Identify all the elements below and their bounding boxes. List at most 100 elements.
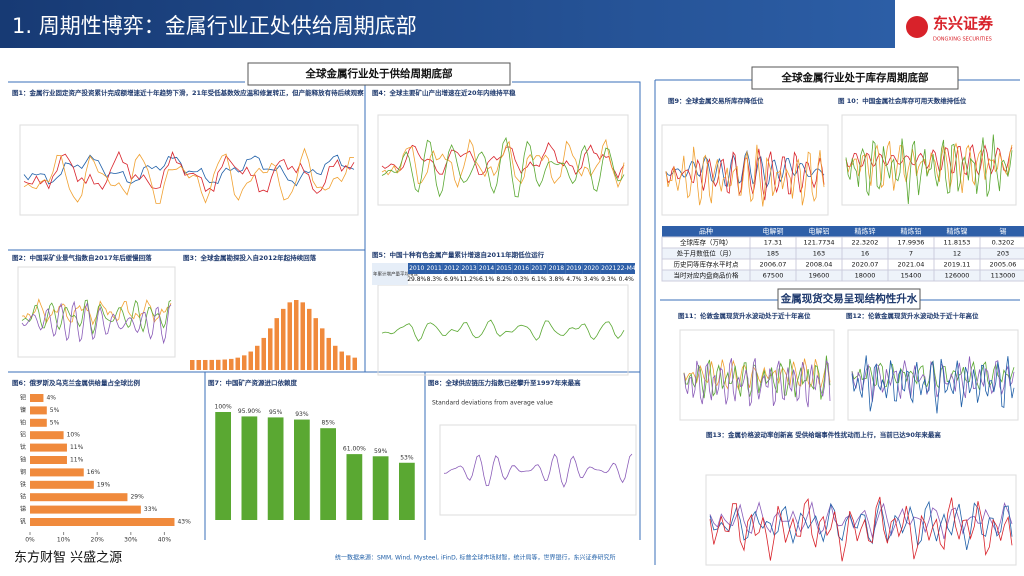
header-bar (0, 0, 895, 48)
decorative-line (709, 500, 1013, 550)
table-header-cell (980, 226, 1024, 237)
x-tick-label: 40% (158, 537, 172, 544)
decorative-line (683, 355, 831, 400)
table-header-cell (442, 263, 461, 274)
decorative-bar (229, 358, 234, 370)
figure-caption: 图7：中国矿产资源进口依赖度 (208, 378, 298, 387)
footer-slogan: 东方财智 兴盛之源 (14, 550, 122, 566)
table-header-cell (460, 263, 478, 274)
y-tick-label: 铝 (20, 431, 26, 439)
table-value: 6.1% (531, 276, 547, 283)
bar (30, 418, 47, 427)
decorative-bar (274, 318, 279, 370)
data-label: 10% (67, 432, 81, 439)
table-year: 2011 (427, 265, 442, 272)
table-year: 2015 (496, 265, 511, 272)
section-title: 全球金属行业处于供给周期底部 (305, 67, 453, 80)
table-cell-text: 17.31 (764, 239, 783, 247)
decorative-bar (339, 351, 344, 370)
table-header-cell (477, 263, 496, 274)
plot-area (17, 266, 176, 358)
table-cell-text: 203 (997, 250, 1009, 258)
data-label: 59% (374, 448, 388, 455)
decorative-line (845, 141, 1013, 194)
decorative-bar (326, 337, 331, 370)
table-header-cell (796, 226, 842, 237)
figure-caption: 图12：伦敦金属现货升水波动处于近十年高位 (846, 311, 979, 320)
table-value: 8.2% (496, 276, 512, 283)
bar (30, 394, 44, 402)
figure-caption: Standard deviations from average value (432, 400, 553, 407)
decorative-bar (287, 302, 292, 370)
bar (30, 456, 67, 464)
figure-caption: 图2：中国采矿业景气指数自2017年后缓慢回落 (12, 253, 152, 262)
decorative-line (845, 143, 1013, 177)
decorative-bar (255, 345, 260, 370)
figure-caption: 图4：全球主要矿山产出增速在近20年内维持平稳 (372, 88, 516, 97)
table-cell-text: 67500 (763, 272, 784, 280)
section-box (751, 66, 959, 90)
table-value: 8.3% (427, 276, 443, 283)
bar (320, 428, 336, 520)
plot-area (705, 474, 1017, 566)
table-year: 2018 (549, 265, 564, 272)
figure-caption: 图1：金属行业固定资产投资累计完成额增速近十年趋势下滑，21年受低基数效应温和修… (12, 88, 364, 97)
table-cell-text: 2008.04 (806, 261, 833, 269)
decorative-bar (242, 355, 247, 370)
table-value: 4.7% (566, 276, 582, 283)
table-value: 11.2% (460, 276, 479, 283)
plot-area (661, 124, 829, 216)
section-box (777, 288, 921, 310)
table-cell-text: 12 (953, 250, 961, 258)
data-label: 33% (144, 506, 158, 513)
decorative-bar (300, 302, 305, 370)
table-header-cell (495, 263, 513, 274)
figure-caption: 图 10：中国金属社会库存可用天数维持低位 (838, 96, 967, 105)
x-tick-label: 0% (25, 537, 35, 544)
logo-icon (906, 16, 928, 38)
decorative-bar (333, 345, 338, 370)
table-value: 3.8% (549, 276, 565, 283)
data-label: 11% (70, 444, 84, 451)
data-label: 29% (130, 494, 144, 501)
bar (294, 419, 310, 520)
table-row-header: 年累计增产量平均增速 (373, 271, 418, 278)
table-header-cell (547, 263, 566, 274)
table-cell-text: 2005.06 (990, 261, 1017, 269)
y-tick-label: 铀 (20, 456, 26, 464)
data-label: 5% (50, 407, 60, 414)
plot-area (19, 124, 359, 216)
bar (241, 416, 258, 520)
bar (30, 480, 94, 489)
bar (30, 406, 47, 415)
table-value: 0.4% (619, 276, 635, 283)
decorative-bar (294, 300, 299, 370)
data-label: 95.90% (238, 408, 261, 415)
table-header-cell (842, 226, 888, 237)
x-tick-label: 30% (124, 537, 138, 544)
data-label: 16% (87, 469, 101, 476)
bar (30, 431, 64, 440)
decorative-line (665, 148, 825, 201)
table-header-cell (425, 263, 443, 274)
decorative-line (23, 154, 355, 187)
y-tick-label: 钒 (20, 518, 26, 526)
figure-caption: 图9：全球金属交易所库存降低位 (668, 96, 764, 105)
figure-caption: 图13：金属价格波动率创新高 受供给端事件性扰动而上行，当前已达90年来最高 (706, 430, 941, 439)
data-label: 95% (269, 409, 283, 416)
plot-area (841, 114, 1017, 206)
table-cell-text: 16 (861, 250, 869, 258)
decorative-line (381, 319, 625, 342)
table-header-cell (662, 226, 750, 237)
table-cell-text: 7 (909, 250, 913, 258)
decorative-bar (196, 359, 201, 370)
decorative-bar (216, 359, 221, 370)
decorative-line (21, 299, 172, 335)
plot-area (377, 114, 629, 206)
data-label: 93% (295, 411, 309, 418)
data-label: 100% (215, 404, 232, 411)
decorative-line (23, 147, 355, 204)
table-header-cell (565, 263, 583, 274)
decorative-bar (203, 359, 208, 370)
table-header: 精炼锌 (855, 227, 876, 236)
